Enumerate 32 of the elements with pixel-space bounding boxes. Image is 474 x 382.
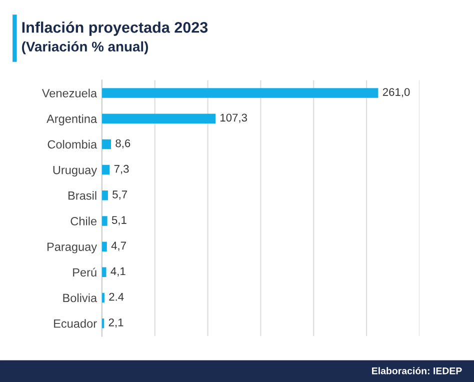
data-label: 2.4 <box>109 292 124 301</box>
bar <box>102 114 216 124</box>
bar <box>102 267 106 278</box>
chart-subtitle: (Variación % anual) <box>22 41 148 54</box>
bar <box>102 292 104 303</box>
bar <box>102 190 108 200</box>
chart-title: Inflación proyectada 2023 <box>22 21 208 36</box>
y-tick-label: Venezuela <box>42 88 98 98</box>
y-tick-label: Perú <box>73 268 96 277</box>
bar <box>102 88 378 98</box>
y-tick-label: Chile <box>70 216 97 226</box>
data-label: 107,3 <box>220 114 247 123</box>
bar <box>102 164 110 175</box>
y-tick-label: Colombia <box>48 140 98 149</box>
y-tick-label: Argentina <box>46 114 98 126</box>
data-label: 4,1 <box>110 267 126 276</box>
data-label: 261,0 <box>382 88 410 98</box>
text: Elaboración: IEDEP <box>372 367 462 374</box>
data-label: 4,7 <box>111 242 126 251</box>
data-label: 2,1 <box>108 318 124 328</box>
y-tick-label: Brasil <box>68 191 96 200</box>
bar <box>102 242 107 252</box>
bar <box>102 139 112 150</box>
y-tick-label: Ecuador <box>54 319 97 328</box>
bar <box>102 216 108 226</box>
y-tick-label: Bolivia <box>63 293 98 302</box>
y-tick-label: Paraguay <box>47 242 98 254</box>
data-label: 5,7 <box>112 190 127 200</box>
data-label: 7,3 <box>114 164 129 174</box>
data-label: 5,1 <box>112 216 126 226</box>
y-tick-label: Uruguay <box>53 166 98 177</box>
data-label: 8,6 <box>116 139 130 148</box>
